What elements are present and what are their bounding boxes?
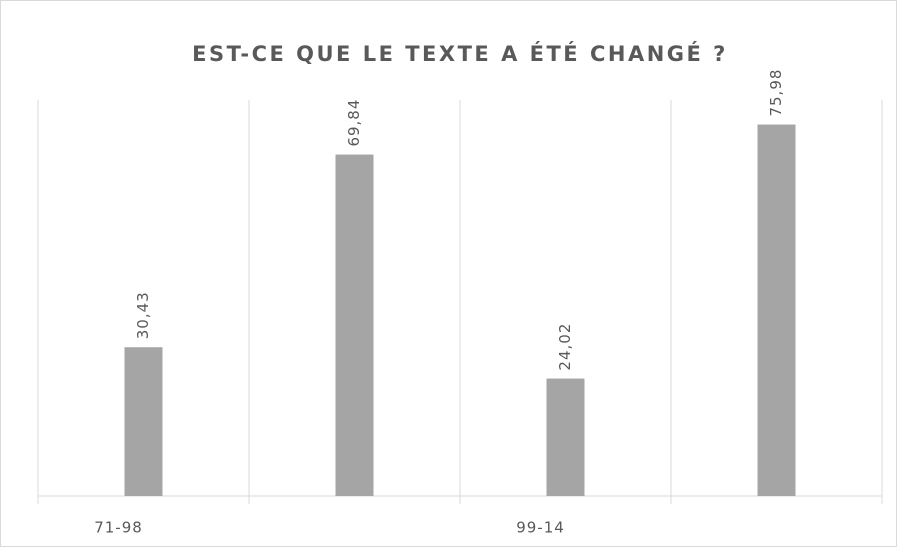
value-label: 30,43 bbox=[134, 291, 152, 339]
x-tick-label: 71-98 bbox=[94, 519, 143, 537]
x-tick-label: 99-14 bbox=[516, 519, 565, 537]
value-label: 69,84 bbox=[345, 99, 363, 147]
bar bbox=[124, 347, 163, 496]
value-label: 24,02 bbox=[556, 323, 574, 371]
value-label: 75,98 bbox=[767, 69, 785, 117]
bar bbox=[546, 378, 585, 496]
bar bbox=[335, 154, 374, 496]
chart-title: EST-CE QUE LE TEXTE A ÉTÉ CHANGÉ ? bbox=[192, 41, 728, 66]
bar bbox=[757, 124, 796, 496]
